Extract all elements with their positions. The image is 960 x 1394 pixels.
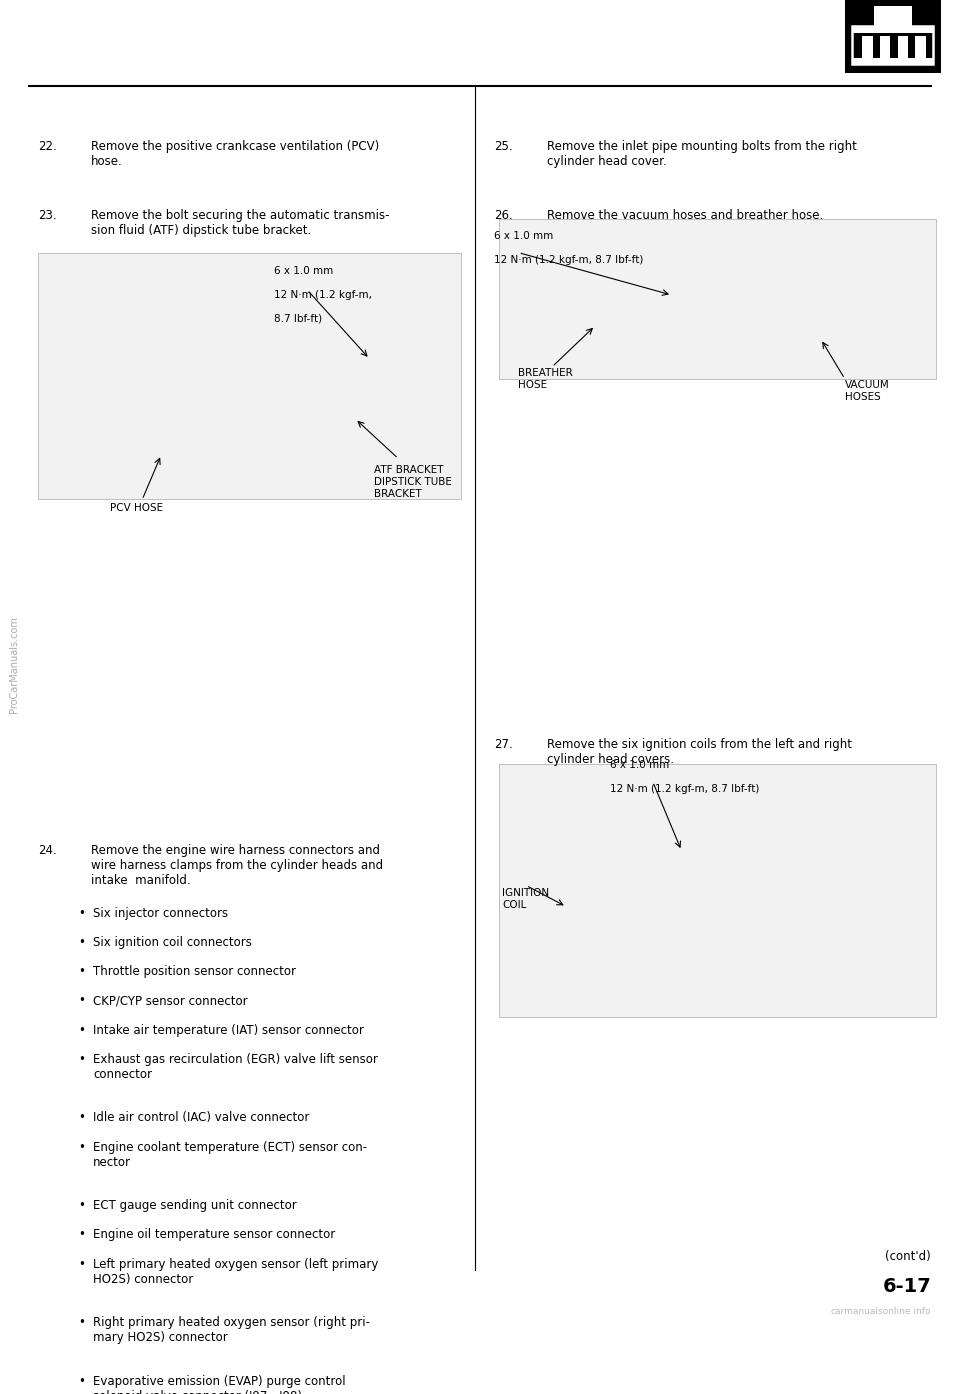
Text: Remove the bolt securing the automatic transmis-
sion fluid (ATF) dipstick tube : Remove the bolt securing the automatic t…: [91, 209, 390, 237]
Text: carmanualsonline.info: carmanualsonline.info: [830, 1308, 931, 1316]
Text: Engine coolant temperature (ECT) sensor con-
nector: Engine coolant temperature (ECT) sensor …: [93, 1140, 368, 1168]
Text: Six ignition coil connectors: Six ignition coil connectors: [93, 935, 252, 949]
Text: •: •: [79, 1374, 85, 1387]
Text: VACUUM
HOSES: VACUUM HOSES: [845, 381, 890, 401]
Text: Intake air temperature (IAT) sensor connector: Intake air temperature (IAT) sensor conn…: [93, 1023, 364, 1037]
Text: Remove the inlet pipe mounting bolts from the right
cylinder head cover.: Remove the inlet pipe mounting bolts fro…: [547, 139, 857, 167]
Text: 12 N·m (1.2 kgf-m,: 12 N·m (1.2 kgf-m,: [274, 290, 372, 300]
Text: 22.: 22.: [38, 139, 58, 152]
Text: •: •: [79, 965, 85, 979]
Text: •: •: [79, 994, 85, 1008]
Text: ATF BRACKET
DIPSTICK TUBE
BRACKET: ATF BRACKET DIPSTICK TUBE BRACKET: [374, 466, 452, 499]
Text: Remove the six ignition coils from the left and right
cylinder head covers.: Remove the six ignition coils from the l…: [547, 737, 852, 765]
Bar: [874, 6, 912, 29]
Text: 6-17: 6-17: [882, 1277, 931, 1296]
Text: Remove the positive crankcase ventilation (PCV)
hose.: Remove the positive crankcase ventilatio…: [91, 139, 379, 167]
Text: 6 x 1.0 mm: 6 x 1.0 mm: [274, 266, 333, 276]
Bar: [852, 26, 933, 33]
Text: Remove the engine wire harness connectors and
wire harness clamps from the cylin: Remove the engine wire harness connector…: [91, 845, 383, 887]
Text: 8.7 lbf-ft): 8.7 lbf-ft): [274, 314, 322, 323]
Bar: [845, 0, 941, 72]
Text: Remove the vacuum hoses and breather hose.: Remove the vacuum hoses and breather hos…: [547, 209, 824, 222]
Text: Left primary heated oxygen sensor (left primary
HO2S) connector: Left primary heated oxygen sensor (left …: [93, 1257, 378, 1285]
Text: 6 x 1.0 mm: 6 x 1.0 mm: [610, 761, 669, 771]
Text: Six injector connectors: Six injector connectors: [93, 906, 228, 920]
Text: 12 N·m (1.2 kgf-m, 8.7 lbf-ft): 12 N·m (1.2 kgf-m, 8.7 lbf-ft): [610, 785, 759, 795]
Text: Idle air control (IAC) valve connector: Idle air control (IAC) valve connector: [93, 1111, 309, 1125]
Bar: [879, 36, 891, 57]
Text: •: •: [79, 1052, 85, 1066]
Text: IGNITION
COIL: IGNITION COIL: [502, 888, 549, 910]
Text: 23.: 23.: [38, 209, 57, 222]
Text: Exhaust gas recirculation (EGR) valve lift sensor
connector: Exhaust gas recirculation (EGR) valve li…: [93, 1052, 378, 1080]
Text: ECT gauge sending unit connector: ECT gauge sending unit connector: [93, 1199, 297, 1213]
Bar: [916, 36, 925, 57]
Text: BREATHER
HOSE: BREATHER HOSE: [518, 368, 573, 390]
Bar: [852, 57, 933, 64]
Text: •: •: [79, 1228, 85, 1242]
Text: CKP/CYP sensor connector: CKP/CYP sensor connector: [93, 994, 248, 1008]
Text: Throttle position sensor connector: Throttle position sensor connector: [93, 965, 296, 979]
Bar: [499, 219, 936, 379]
Text: •: •: [79, 1023, 85, 1037]
Text: (cont'd): (cont'd): [885, 1250, 931, 1263]
Text: •: •: [79, 906, 85, 920]
Text: •: •: [79, 935, 85, 949]
Text: Evaporative emission (EVAP) purge control
solenoid valve connector ('97 - '98): Evaporative emission (EVAP) purge contro…: [93, 1374, 346, 1394]
Text: 25.: 25.: [494, 139, 513, 152]
Bar: [862, 36, 873, 57]
Text: PCV HOSE: PCV HOSE: [110, 503, 163, 513]
Text: •: •: [79, 1316, 85, 1330]
Text: •: •: [79, 1140, 85, 1154]
Text: •: •: [79, 1199, 85, 1213]
Text: 26.: 26.: [494, 209, 514, 222]
Text: 6 x 1.0 mm: 6 x 1.0 mm: [494, 231, 554, 241]
Bar: [38, 252, 461, 499]
Bar: [898, 36, 908, 57]
Bar: [852, 26, 933, 64]
Text: Right primary heated oxygen sensor (right pri-
mary HO2S) connector: Right primary heated oxygen sensor (righ…: [93, 1316, 371, 1344]
Text: 12 N·m (1.2 kgf-m, 8.7 lbf-ft): 12 N·m (1.2 kgf-m, 8.7 lbf-ft): [494, 255, 644, 265]
Text: 24.: 24.: [38, 845, 58, 857]
Text: Engine oil temperature sensor connector: Engine oil temperature sensor connector: [93, 1228, 335, 1242]
Bar: [499, 764, 936, 1018]
Text: •: •: [79, 1257, 85, 1271]
Text: 27.: 27.: [494, 737, 514, 751]
Text: ProCarManuals.com: ProCarManuals.com: [10, 616, 19, 714]
Text: •: •: [79, 1111, 85, 1125]
